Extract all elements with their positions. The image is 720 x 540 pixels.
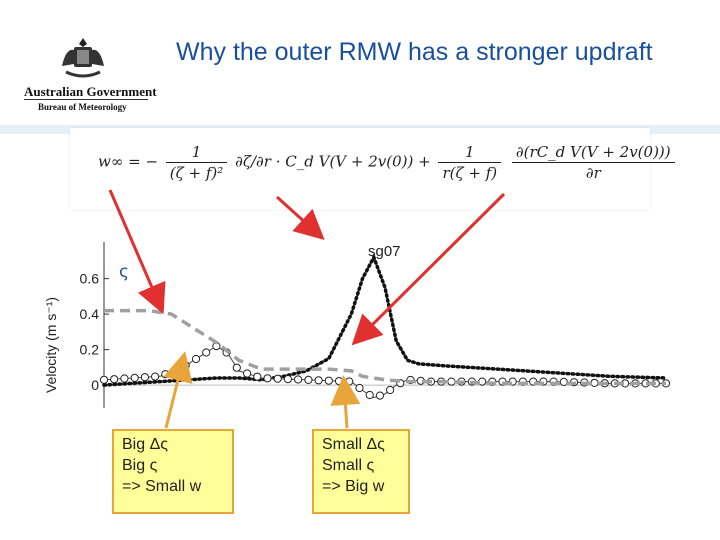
series-open-circle-point — [365, 390, 374, 400]
arrow-to-inner-bump — [163, 351, 193, 429]
fraction-2-numerator: 1 — [438, 142, 502, 163]
series-open-circle-point — [243, 369, 252, 378]
equation-box: w∞ = − 1 (ζ + f)² ∂ζ/∂r · C_d V(V + 2v(0… — [70, 128, 675, 210]
y-tick-label: 0.6 — [80, 271, 100, 287]
series-open-circle-point — [191, 354, 201, 364]
series-open-circle-line — [103, 345, 666, 399]
series-open-circle-point — [273, 374, 282, 383]
arrow-to-outer-dip — [330, 375, 361, 429]
logo-bureau-text: Bureau of Meteorology — [38, 102, 127, 112]
series-open-circle-point — [386, 385, 395, 395]
series-open-circle-point — [99, 375, 109, 384]
series-open-circle-point — [140, 373, 149, 382]
coat-of-arms-icon — [62, 38, 104, 78]
series-open-circle-point — [130, 373, 139, 382]
series-open-circle-point — [110, 375, 119, 384]
series-open-circle-point — [283, 375, 292, 384]
y-tick-label: 0 — [91, 377, 99, 393]
annotation-arrows — [108, 189, 506, 429]
equation-fraction-2: 1 r(ζ + f) — [438, 142, 502, 183]
series-open-circle-point — [151, 372, 160, 381]
vertical-velocity-equation: w∞ = − 1 (ζ + f)² ∂ζ/∂r · C_d V(V + 2v(0… — [98, 142, 678, 183]
note-line: Big ς — [122, 457, 158, 474]
series-open-circle-point — [304, 375, 313, 384]
chart-series — [99, 253, 671, 400]
series-open-circle-point — [202, 348, 211, 357]
arrow-to-zeta-peak — [108, 189, 166, 315]
series-open-circle-point — [232, 363, 241, 372]
series-open-circle-point — [253, 372, 262, 381]
series-open-circle-point — [120, 374, 129, 383]
chart-title: sg07 — [368, 243, 401, 260]
series-open-circle-point — [161, 370, 170, 379]
series-open-circle-point — [324, 376, 333, 385]
equation-term-1: ∂ζ/∂r · C_d V(V + 2v(0)) + — [235, 152, 431, 171]
series-open-circle-point — [294, 375, 303, 384]
series-dotted-black-line — [102, 253, 668, 387]
fraction-1-numerator: 1 — [165, 142, 228, 163]
series-open-circle-point — [263, 374, 272, 383]
series-dashed-gray-line — [104, 308, 666, 386]
fraction-2-denominator: r(ζ + f) — [442, 164, 498, 182]
arrow-to-outer-decline — [351, 192, 506, 346]
series-open-circle-point — [334, 377, 344, 386]
fraction-3-denominator: ∂r — [585, 164, 601, 182]
outer-rmw-note: Small Δς Small ς => Big w — [312, 429, 410, 514]
equation-fraction-1: 1 (ζ + f)² — [165, 142, 228, 183]
logo-divider — [24, 99, 148, 100]
series-open-circle-point — [355, 383, 364, 393]
equation-lhs: w∞ = − — [98, 152, 159, 171]
zeta-label: ς — [119, 262, 129, 282]
equation-fraction-3: ∂(rC_d V(V + 2v(0))) ∂r — [511, 142, 675, 183]
government-logo: Australian Government Bureau of Meteorol… — [18, 36, 157, 112]
series-open-circle-point — [345, 377, 354, 386]
inner-rmw-note: Big Δς Big ς => Small w — [112, 429, 234, 514]
note-line: Big Δς — [122, 436, 168, 453]
y-tick-label: 0.2 — [80, 342, 100, 358]
fraction-1-denominator: (ζ + f)² — [169, 164, 224, 182]
series-open-circle-point — [314, 376, 323, 385]
note-line: Small Δς — [322, 436, 385, 453]
y-tick-label: 0.4 — [80, 306, 100, 322]
note-line: Small ς — [322, 457, 375, 474]
y-axis-label: Velocity (m s⁻¹) — [43, 297, 59, 393]
logo-government-text: Australian Government — [24, 84, 157, 99]
series-open-circle-point — [447, 377, 456, 386]
series-open-circle-point — [171, 366, 180, 375]
arrow-to-outer-peak — [275, 195, 325, 241]
note-line: => Small w — [122, 478, 202, 495]
series-open-circle-point — [375, 391, 384, 400]
slide-title: Why the outer RMW has a stronger updraft — [176, 38, 653, 66]
fraction-3-numerator: ∂(rC_d V(V + 2v(0))) — [511, 142, 675, 163]
note-line: => Big w — [322, 478, 385, 495]
